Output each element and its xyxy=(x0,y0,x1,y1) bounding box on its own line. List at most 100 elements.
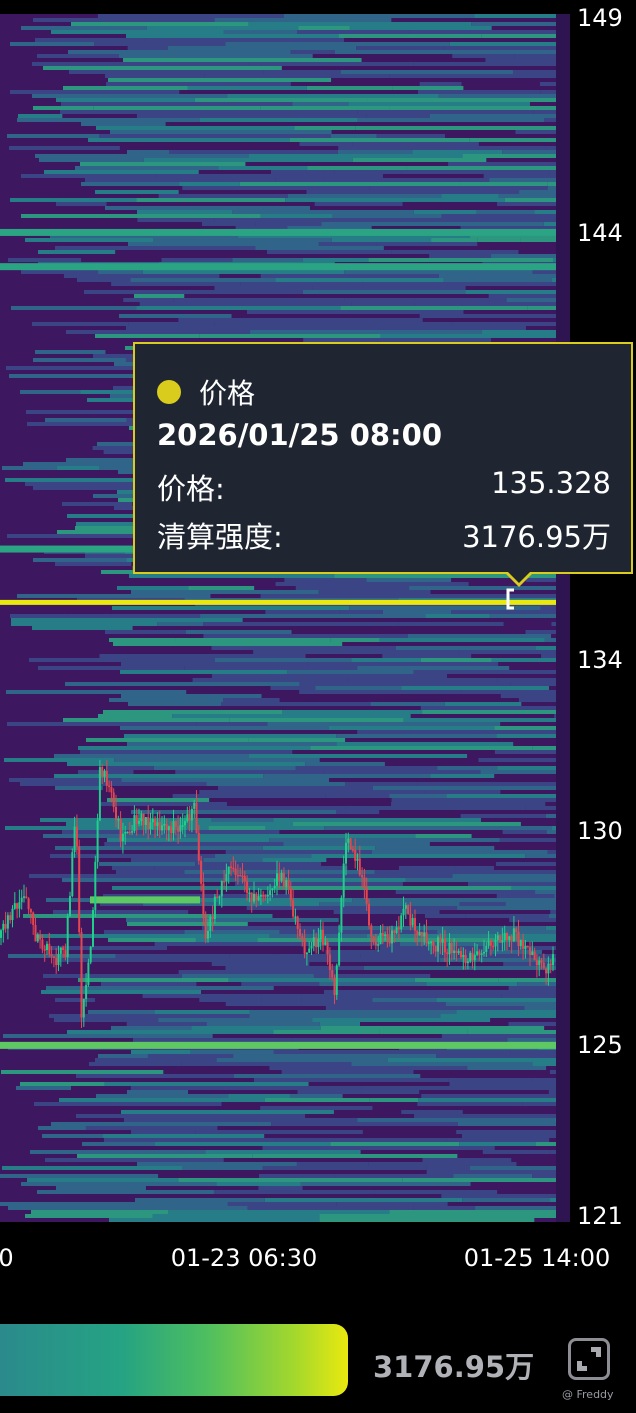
candle-body xyxy=(545,968,548,974)
heatmap-cell xyxy=(494,726,556,730)
heatmap-cell xyxy=(32,626,133,630)
heatmap-cell xyxy=(291,1038,508,1042)
candle-body xyxy=(69,896,71,917)
heatmap-cell xyxy=(323,174,383,178)
heatmap-cell xyxy=(539,82,556,86)
heatmap-cell xyxy=(440,958,556,962)
heatmap-cell xyxy=(17,118,200,122)
candle-body xyxy=(552,954,554,965)
heatmap-cell xyxy=(98,1054,148,1058)
candle-body xyxy=(278,873,281,881)
heatmap-cell xyxy=(298,26,350,30)
heatmap-cell xyxy=(63,274,220,278)
heatmap-cell xyxy=(11,622,158,626)
candle-body xyxy=(50,954,53,957)
heatmap-cell xyxy=(35,934,270,938)
candle-body xyxy=(414,918,416,931)
heatmap-cell xyxy=(225,850,372,854)
heatmap-cell xyxy=(10,198,137,202)
heatmap-cell xyxy=(465,290,556,294)
heatmap-cell xyxy=(208,826,266,830)
heatmap-cell xyxy=(80,750,293,754)
heatmap-cell xyxy=(104,930,185,934)
heatmap-cell xyxy=(429,254,491,258)
heatmap-cell xyxy=(263,774,431,778)
candle-body xyxy=(250,892,253,902)
heatmap-cell xyxy=(260,594,440,598)
candle-body xyxy=(455,950,458,954)
candle-body xyxy=(404,905,407,909)
heatmap-cell xyxy=(507,1038,556,1042)
candle-body xyxy=(55,957,58,966)
candle-body xyxy=(227,866,230,874)
candle-body xyxy=(299,928,301,937)
candle-body xyxy=(262,895,265,897)
heatmap-cell xyxy=(270,686,316,690)
heatmap-cell xyxy=(169,150,338,154)
heatmap-cell xyxy=(420,658,492,662)
heatmap-cell xyxy=(95,190,179,194)
candle-body xyxy=(154,819,157,826)
heatmap-cell xyxy=(313,974,431,978)
candle-body xyxy=(319,929,322,939)
heatmap-cell xyxy=(137,218,215,222)
heatmap-cell xyxy=(229,954,361,958)
heatmap-cell xyxy=(535,1142,556,1146)
heatmap-cell xyxy=(545,146,556,150)
heatmap-cell xyxy=(211,646,396,650)
candle-body xyxy=(41,939,44,950)
candle-body xyxy=(117,819,120,821)
candle-body xyxy=(487,940,490,946)
heatmap-cell xyxy=(195,862,322,866)
heatmap-cell xyxy=(401,1110,463,1114)
heatmap-cell xyxy=(94,42,226,46)
heatmap-cell xyxy=(476,210,535,214)
candle-body xyxy=(181,825,184,827)
heatmap-cell xyxy=(462,1198,550,1202)
candle-body xyxy=(230,866,232,869)
heatmap-cell xyxy=(131,1050,191,1054)
candle-body xyxy=(96,820,99,862)
heatmap-cell xyxy=(248,738,346,742)
candle-body xyxy=(515,928,518,932)
candle-body xyxy=(89,946,92,963)
candle-body xyxy=(374,942,377,946)
candle-body xyxy=(439,937,442,943)
heatmap-cell xyxy=(287,670,414,674)
heatmap-cell xyxy=(182,186,370,190)
heatmap-cell xyxy=(398,622,504,626)
heatmap-cell xyxy=(348,102,530,106)
heatmap-cell xyxy=(425,790,501,794)
heatmap-cell xyxy=(334,170,550,174)
heatmap-cell xyxy=(469,1166,556,1170)
heatmap-cell xyxy=(20,1082,105,1086)
heatmap-cell xyxy=(357,730,478,734)
heatmap-cell xyxy=(374,870,456,874)
heatmap-cell xyxy=(469,138,556,142)
heatmap-cell xyxy=(315,686,402,690)
heatmap-cell xyxy=(172,794,326,798)
heatmap-cell xyxy=(480,770,556,774)
heatmap-cell xyxy=(420,706,556,710)
heatmap-cell xyxy=(263,70,341,74)
heatmap-cell xyxy=(544,118,556,122)
heatmap-cell xyxy=(117,586,189,590)
heatmap-cell xyxy=(66,822,293,826)
expand-icon[interactable] xyxy=(568,1338,610,1380)
heatmap-cell xyxy=(330,134,377,138)
heatmap-cell xyxy=(413,62,556,66)
candle-body xyxy=(494,939,497,947)
heatmap-cell xyxy=(497,766,556,770)
candle-body xyxy=(489,940,492,946)
heatmap-cell xyxy=(517,982,556,986)
heatmap-cell xyxy=(45,418,127,422)
candle-body xyxy=(533,951,536,961)
heatmap-cell xyxy=(249,154,463,158)
heatmap-cell xyxy=(127,46,168,50)
heatmap-cell xyxy=(500,694,556,698)
candle-body xyxy=(62,947,65,950)
heatmap-cell xyxy=(352,158,487,162)
heatmap-cell xyxy=(108,938,196,942)
heatmap-cell xyxy=(289,1094,343,1098)
